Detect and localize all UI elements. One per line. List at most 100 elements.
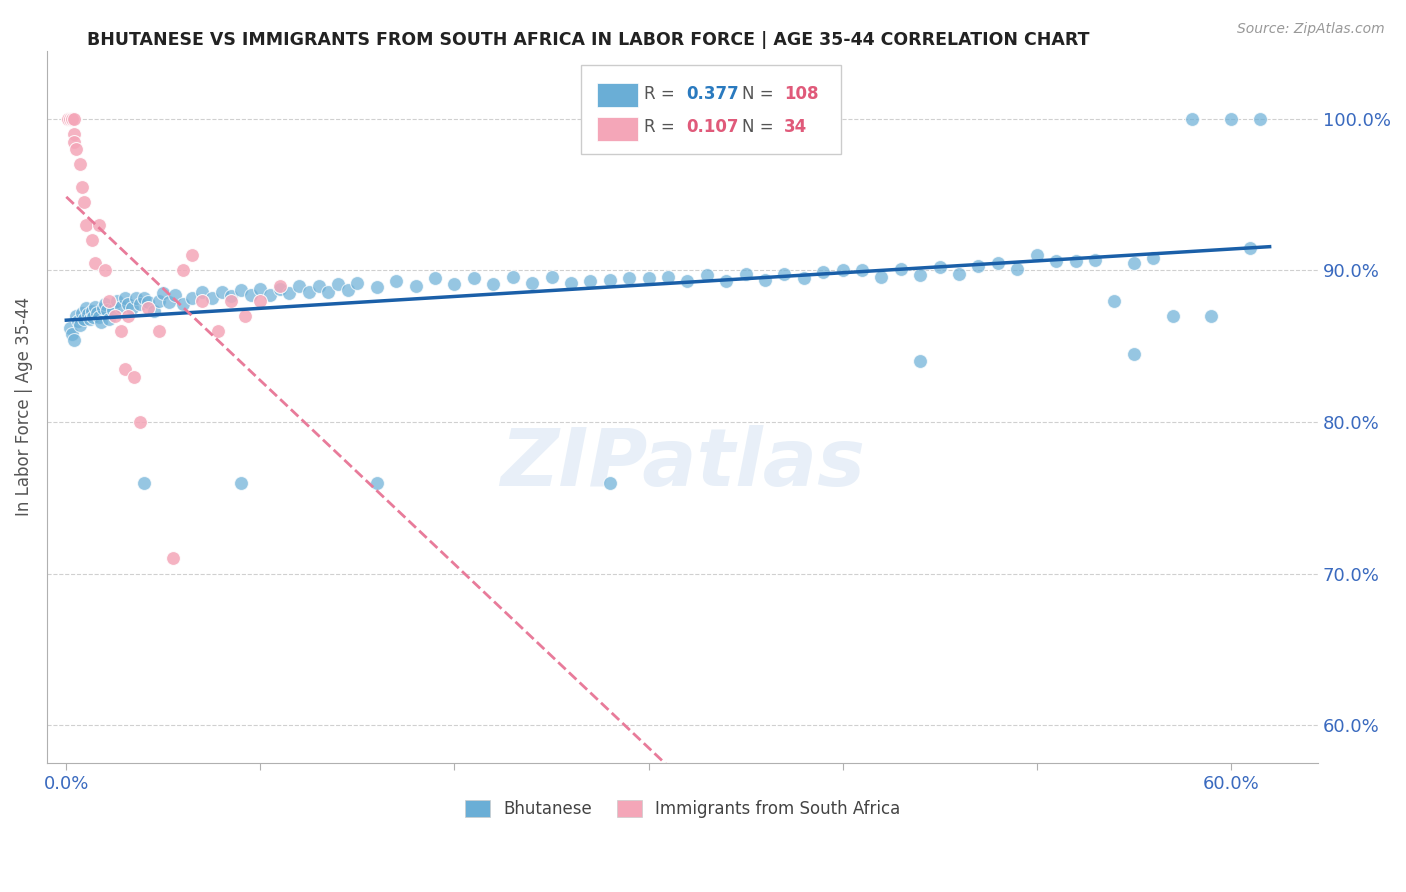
Point [793,271,815,285]
Point [142,304,165,318]
Point [104,309,127,323]
Point [1045,254,1067,268]
Point [114,291,136,305]
Text: 108: 108 [785,85,818,103]
Point [657,269,679,284]
Point [813,265,835,279]
Point [125,291,148,305]
Point [90,315,112,329]
Text: N =: N = [742,118,779,136]
Point [136,301,159,316]
Point [94,263,117,277]
Point [66,313,89,327]
Point [73,195,96,210]
Point [129,297,152,311]
Point [117,297,139,311]
FancyBboxPatch shape [598,117,638,141]
Point [239,287,262,301]
Text: R =: R = [644,118,681,136]
Point [63,333,86,347]
Point [948,267,970,281]
Point [70,306,93,320]
Point [346,276,368,290]
Point [60,327,83,342]
Point [229,475,252,490]
Point [80,233,103,247]
Point [696,268,718,282]
Point [219,289,242,303]
Point [269,278,291,293]
Point [201,291,224,305]
Point [714,274,737,288]
Point [1239,241,1261,255]
Point [599,475,621,490]
Point [207,324,229,338]
Point [326,277,349,292]
Point [336,283,359,297]
Point [298,285,321,299]
Point [318,285,340,299]
Point [122,369,145,384]
Point [75,301,97,316]
Point [105,293,128,308]
Point [114,362,136,376]
Point [94,297,117,311]
Point [1142,252,1164,266]
Point [80,304,103,318]
Point [676,274,699,288]
Text: N =: N = [742,85,779,103]
Point [249,282,271,296]
Point [63,127,86,141]
Point [1161,309,1184,323]
Point [136,295,159,310]
Point [540,269,562,284]
Point [157,295,180,310]
Point [152,286,174,301]
Point [60,112,83,126]
Point [84,300,107,314]
Point [1122,256,1144,270]
Point [148,293,170,308]
Point [1104,293,1126,308]
Point [101,302,124,317]
Point [502,269,524,284]
Point [910,354,932,368]
Point [366,475,388,490]
Point [191,285,214,299]
Point [1025,248,1047,262]
Point [65,142,87,156]
Point [1122,347,1144,361]
Legend: Bhutanese, Immigrants from South Africa: Bhutanese, Immigrants from South Africa [457,791,908,826]
Point [928,260,950,275]
Point [1064,254,1087,268]
Point [229,283,252,297]
Point [599,272,621,286]
Point [117,309,139,323]
Point [89,310,111,325]
Point [172,263,194,277]
Point [181,248,204,262]
Point [1201,309,1223,323]
Text: BHUTANESE VS IMMIGRANTS FROM SOUTH AFRICA IN LABOR FORCE | AGE 35-44 CORRELATION: BHUTANESE VS IMMIGRANTS FROM SOUTH AFRIC… [87,31,1090,49]
Point [98,293,121,308]
Point [69,318,91,332]
Point [132,291,155,305]
Point [59,112,82,126]
Point [59,321,82,335]
Point [98,312,121,326]
Point [520,276,543,290]
Point [96,302,118,317]
Point [181,291,204,305]
Point [82,310,104,325]
Point [870,269,893,284]
Point [84,256,107,270]
Point [211,285,233,299]
Point [987,256,1010,270]
Point [91,301,114,316]
Point [110,324,132,338]
Point [579,274,602,288]
Point [172,297,194,311]
Point [69,157,91,171]
FancyBboxPatch shape [581,65,841,154]
Point [89,218,111,232]
